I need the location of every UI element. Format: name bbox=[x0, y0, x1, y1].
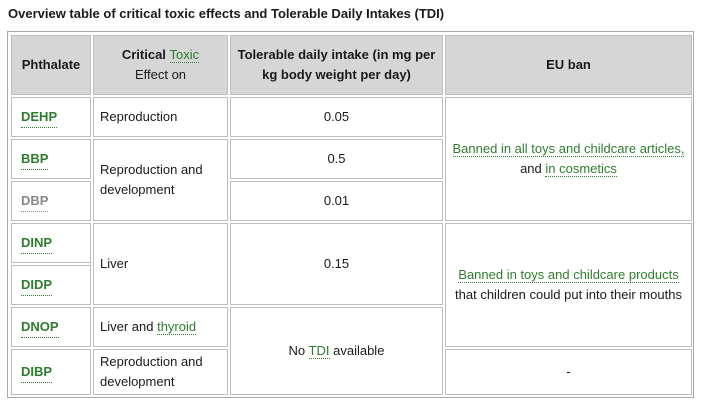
eu-ban-dibp: - bbox=[445, 349, 692, 395]
effect-repro-dev-dibp-label: Reproduction and development bbox=[100, 354, 203, 389]
eu-ban-group1: Banned in all toys and childcare article… bbox=[445, 97, 692, 221]
tdi-none-post: available bbox=[329, 343, 385, 358]
eu-ban-group1-text: Banned in all toys and childcare article… bbox=[452, 139, 685, 179]
tdi-bbp: 0.5 bbox=[230, 139, 443, 179]
effect-repro-dev-label: Reproduction and development bbox=[100, 162, 203, 197]
header-tdi: Tolerable daily intake (in mg per kg bod… bbox=[230, 35, 443, 95]
effect-reproduction: Reproduction bbox=[93, 97, 228, 137]
phthalate-dibp[interactable]: DIBP bbox=[11, 349, 91, 395]
phthalate-bbp-label[interactable]: BBP bbox=[21, 149, 49, 170]
header-tdi-label: Tolerable daily intake (in mg per kg bod… bbox=[237, 47, 436, 82]
header-eu-ban: EU ban bbox=[445, 35, 692, 95]
tdi-none-text: No TDI available bbox=[288, 341, 385, 361]
in-cosmetics-link[interactable]: in cosmetics bbox=[545, 161, 617, 177]
tdi-dbp: 0.01 bbox=[230, 181, 443, 221]
thyroid-link[interactable]: thyroid bbox=[157, 319, 197, 335]
phthalate-dibp-label[interactable]: DIBP bbox=[21, 362, 53, 383]
tdi-dinp-didp: 0.15 bbox=[230, 223, 443, 305]
phthalate-dnop-label[interactable]: DNOP bbox=[21, 317, 59, 338]
tdi-none: No TDI available bbox=[230, 307, 443, 395]
header-critical-effect-text: Critical Toxic Effect on bbox=[121, 45, 200, 85]
effect-liver: Liver bbox=[93, 223, 228, 305]
banned-toys-childcare-link[interactable]: Banned in toys and childcare products bbox=[458, 267, 679, 283]
phthalate-didp-label[interactable]: DIDP bbox=[21, 275, 53, 296]
phthalate-dbp-label[interactable]: DBP bbox=[21, 191, 49, 212]
tdi-dehp: 0.05 bbox=[230, 97, 443, 137]
phthalate-dbp[interactable]: DBP bbox=[11, 181, 91, 221]
phthalate-didp[interactable]: DIDP bbox=[11, 265, 91, 305]
effect-liver-thyroid: Liver and thyroid bbox=[93, 307, 228, 347]
tdi-dinp-didp-value: 0.15 bbox=[323, 256, 350, 271]
header-phthalate-label: Phthalate bbox=[21, 57, 81, 72]
phthalate-dinp[interactable]: DINP bbox=[11, 223, 91, 263]
banned-all-toys-link[interactable]: Banned in all toys and childcare article… bbox=[452, 141, 685, 157]
phthalate-dnop[interactable]: DNOP bbox=[11, 307, 91, 347]
effect-repro-dev-dibp: Reproduction and development bbox=[93, 349, 228, 395]
header-critical-effect: Critical Toxic Effect on bbox=[93, 35, 228, 95]
eu-ban-and: and bbox=[520, 161, 546, 176]
eu-ban-group2-text: Banned in toys and childcare products tha… bbox=[455, 265, 682, 305]
header-phthalate: Phthalate bbox=[11, 35, 91, 95]
effect-liver-thyroid-text: Liver and thyroid bbox=[100, 317, 197, 337]
phthalate-dinp-label[interactable]: DINP bbox=[21, 233, 53, 254]
tdi-dbp-value: 0.01 bbox=[323, 193, 350, 208]
tdi-dehp-value: 0.05 bbox=[323, 109, 350, 124]
effect-liver-pre: Liver and bbox=[100, 319, 158, 334]
header-eu-ban-label: EU ban bbox=[546, 57, 591, 72]
effect-repro-dev: Reproduction and development bbox=[93, 139, 228, 221]
tdi-table: Phthalate Critical Toxic Effect on Tolera… bbox=[7, 31, 694, 398]
phthalate-dehp-label[interactable]: DEHP bbox=[21, 107, 58, 128]
header-effect-post: Effect on bbox=[134, 67, 187, 82]
eu-ban-group2-rest: that children could put into their mouth… bbox=[455, 287, 682, 302]
tdi-bbp-value: 0.5 bbox=[327, 151, 346, 166]
page-title: Overview table of critical toxic effects… bbox=[8, 6, 445, 21]
toxic-link[interactable]: Toxic bbox=[169, 47, 200, 63]
tdi-link[interactable]: TDI bbox=[308, 343, 330, 359]
effect-liver-label: Liver bbox=[100, 256, 129, 271]
effect-reproduction-label: Reproduction bbox=[100, 109, 178, 124]
eu-ban-dibp-value: - bbox=[566, 364, 571, 379]
tdi-none-pre: No bbox=[288, 343, 309, 358]
phthalate-dehp[interactable]: DEHP bbox=[11, 97, 91, 137]
header-effect-pre: Critical bbox=[121, 47, 170, 62]
phthalate-bbp[interactable]: BBP bbox=[11, 139, 91, 179]
eu-ban-group2: Banned in toys and childcare products tha… bbox=[445, 223, 692, 347]
